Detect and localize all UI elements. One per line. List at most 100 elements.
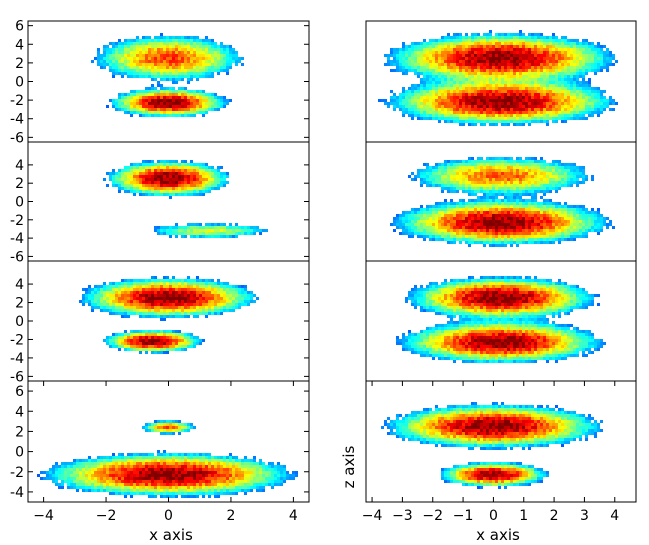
heatmap-cell <box>441 90 444 93</box>
heatmap-cell <box>411 102 414 105</box>
heatmap-cell <box>121 96 124 99</box>
heatmap-cell <box>157 300 160 303</box>
heatmap-cell <box>172 279 175 282</box>
heatmap-cell <box>229 54 232 57</box>
heatmap-cell <box>573 99 576 102</box>
heatmap-cell <box>148 178 151 181</box>
heatmap-cell <box>169 459 172 462</box>
heatmap-cell <box>459 36 462 39</box>
heatmap-cell <box>426 99 429 102</box>
heatmap-cell <box>76 474 79 477</box>
heatmap-cell <box>498 36 501 39</box>
heatmap-cell <box>193 483 196 486</box>
heatmap-cell <box>534 78 537 81</box>
heatmap-cell <box>160 312 163 315</box>
heatmap-cell <box>154 279 157 282</box>
heatmap-cell <box>232 462 235 465</box>
heatmap-cell <box>202 288 205 291</box>
heatmap-cell <box>220 184 223 187</box>
heatmap-cell <box>417 54 420 57</box>
heatmap-cell <box>187 459 190 462</box>
heatmap-cell <box>148 300 151 303</box>
heatmap-cell <box>154 66 157 69</box>
heatmap-cell <box>148 330 151 333</box>
heatmap-cell <box>97 300 100 303</box>
heatmap-cell <box>268 483 271 486</box>
heatmap-cell <box>423 72 426 75</box>
heatmap-cell <box>217 184 220 187</box>
heatmap-cell <box>471 87 474 90</box>
heatmap-cell <box>193 223 196 226</box>
heatmap-cell <box>100 483 103 486</box>
heatmap-cell <box>121 72 124 75</box>
heatmap-cell <box>211 471 214 474</box>
heatmap-cell <box>106 456 109 459</box>
heatmap-cell <box>193 184 196 187</box>
heatmap-cell <box>588 84 591 87</box>
heatmap-cell <box>82 303 85 306</box>
heatmap-cell <box>465 90 468 93</box>
heatmap-cell <box>408 90 411 93</box>
heatmap-cell <box>591 93 594 96</box>
heatmap-cell <box>405 105 408 108</box>
heatmap-cell <box>160 39 163 42</box>
heatmap-cell <box>145 330 148 333</box>
heatmap-cell <box>492 36 495 39</box>
heatmap-cell <box>283 477 286 480</box>
heatmap-cell <box>193 42 196 45</box>
heatmap-cell <box>211 223 214 226</box>
heatmap-cell <box>190 178 193 181</box>
heatmap-cell <box>184 315 187 318</box>
heatmap-cell <box>429 51 432 54</box>
heatmap-cell <box>591 102 594 105</box>
heatmap-cell <box>459 75 462 78</box>
heatmap-cell <box>405 90 408 93</box>
heatmap-cell <box>148 114 151 117</box>
heatmap-cell <box>142 315 145 318</box>
heatmap-cell <box>172 348 175 351</box>
heatmap-cell <box>157 184 160 187</box>
heatmap-cell <box>534 63 537 66</box>
heatmap-cell <box>519 96 522 99</box>
heatmap-cell <box>594 72 597 75</box>
heatmap-cell <box>127 453 130 456</box>
heatmap-cell <box>519 60 522 63</box>
heatmap-cell <box>163 175 166 178</box>
heatmap-cell <box>106 477 109 480</box>
heatmap-cell <box>91 297 94 300</box>
heatmap-cell <box>250 232 253 235</box>
heatmap-cell <box>399 57 402 60</box>
heatmap-cell <box>588 63 591 66</box>
heatmap-cell <box>549 99 552 102</box>
heatmap-cell <box>214 483 217 486</box>
heatmap-cell <box>157 351 160 354</box>
heatmap-cell <box>190 69 193 72</box>
heatmap-cell <box>187 483 190 486</box>
heatmap-cell <box>154 486 157 489</box>
heatmap-cell <box>178 45 181 48</box>
heatmap-cell <box>190 297 193 300</box>
heatmap-cell <box>450 84 453 87</box>
heatmap-cell <box>444 57 447 60</box>
heatmap-cell <box>175 42 178 45</box>
heatmap-cell <box>196 342 199 345</box>
heatmap-cell <box>115 492 118 495</box>
heatmap-cell <box>193 486 196 489</box>
heatmap-cell <box>115 69 118 72</box>
heatmap-cell <box>202 96 205 99</box>
heatmap-cell <box>109 285 112 288</box>
heatmap-cell <box>462 75 465 78</box>
heatmap-cell <box>501 75 504 78</box>
heatmap-cell <box>145 300 148 303</box>
heatmap-cell <box>91 459 94 462</box>
heatmap-cell <box>564 69 567 72</box>
heatmap-cell <box>148 93 151 96</box>
heatmap-cell <box>190 111 193 114</box>
heatmap-cell <box>456 39 459 42</box>
heatmap-cell <box>549 78 552 81</box>
heatmap-cell <box>498 90 501 93</box>
heatmap-cell <box>247 232 250 235</box>
heatmap-cell <box>181 99 184 102</box>
heatmap-cell <box>420 78 423 81</box>
heatmap-cell <box>223 291 226 294</box>
